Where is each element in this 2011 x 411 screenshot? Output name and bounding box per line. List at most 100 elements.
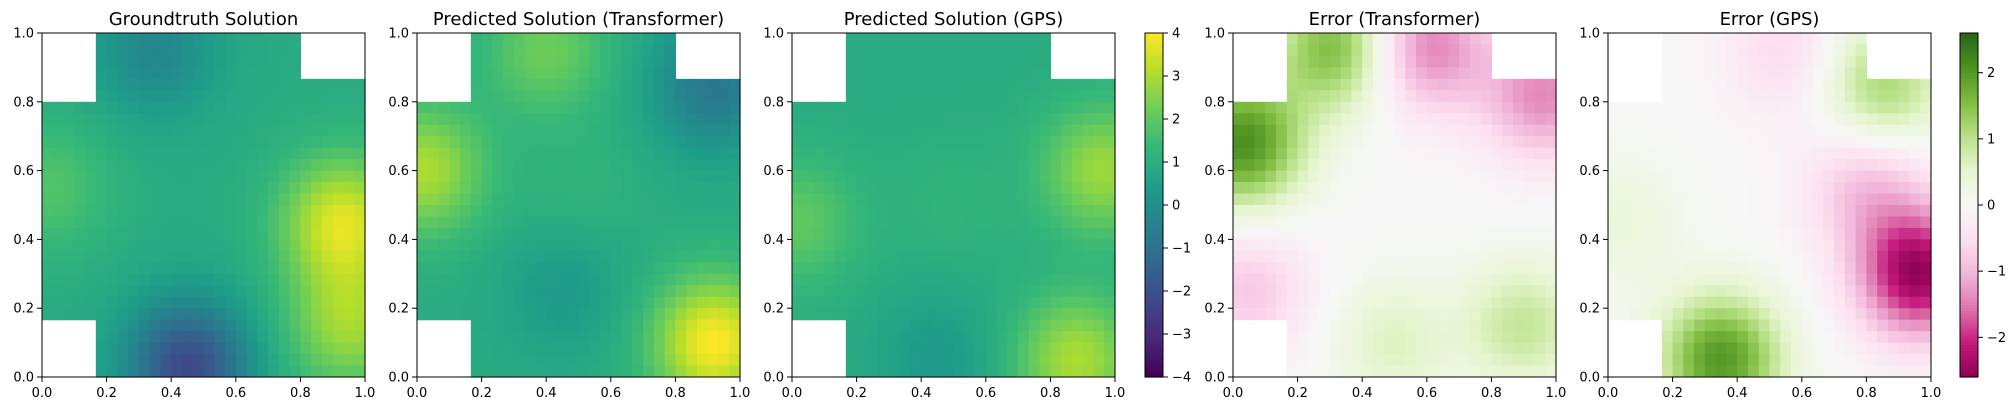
heatmap-cell bbox=[1877, 296, 1889, 309]
heatmap-cell bbox=[1855, 136, 1867, 149]
heatmap-cell bbox=[460, 136, 472, 149]
heatmap-cell bbox=[1737, 308, 1749, 321]
heatmap-cell bbox=[1715, 182, 1728, 195]
heatmap-cell bbox=[1071, 147, 1084, 160]
heatmap-cell bbox=[621, 216, 633, 229]
heatmap-cell bbox=[1329, 159, 1342, 172]
heatmap-cell bbox=[953, 296, 965, 309]
heatmap-cell bbox=[856, 170, 868, 183]
heatmap-cell bbox=[289, 136, 301, 149]
heatmap-cell bbox=[1715, 342, 1728, 355]
heatmap-cell bbox=[964, 216, 976, 229]
heatmap-cell bbox=[696, 124, 709, 137]
heatmap-cell bbox=[42, 124, 54, 137]
heatmap-cell bbox=[1844, 262, 1857, 275]
heatmap-cell bbox=[718, 308, 730, 321]
heatmap-cell bbox=[686, 227, 698, 240]
heatmap-cell bbox=[470, 285, 483, 298]
colorbar-segment bbox=[1960, 127, 1978, 132]
heatmap-cell bbox=[1898, 193, 1911, 206]
heatmap-cell bbox=[1093, 319, 1105, 332]
heatmap-cell bbox=[106, 331, 118, 344]
heatmap-cell bbox=[1050, 147, 1062, 160]
colorbar-segment bbox=[1145, 359, 1163, 364]
heatmap-cell bbox=[1437, 101, 1449, 114]
x-tick-label: 1.0 bbox=[355, 386, 376, 401]
heatmap-cell bbox=[1661, 182, 1674, 195]
heatmap-cell bbox=[1791, 296, 1803, 309]
colorbar-segment bbox=[1145, 47, 1163, 51]
heatmap-cell bbox=[1758, 296, 1771, 309]
heatmap-cell bbox=[524, 239, 537, 252]
heatmap-cell bbox=[1512, 262, 1525, 275]
heatmap-cell bbox=[1061, 78, 1073, 91]
heatmap-cell bbox=[1812, 262, 1824, 275]
heatmap-cell bbox=[203, 308, 215, 321]
heatmap-cell bbox=[1340, 262, 1353, 275]
heatmap-cell bbox=[1791, 78, 1803, 91]
colorbar-segment bbox=[1145, 35, 1163, 40]
heatmap-cell bbox=[1887, 250, 1900, 263]
heatmap-cell bbox=[1437, 124, 1449, 137]
heatmap-cell bbox=[524, 170, 537, 183]
heatmap-cell bbox=[1909, 331, 1921, 344]
heatmap-cell bbox=[556, 227, 569, 240]
heatmap-cell bbox=[1383, 308, 1396, 321]
heatmap-cell bbox=[1920, 296, 1932, 309]
heatmap-cell bbox=[1534, 319, 1546, 332]
heatmap-cell bbox=[792, 205, 804, 218]
heatmap-cell bbox=[546, 273, 558, 286]
heatmap-cell bbox=[1780, 262, 1792, 275]
x-tick-label: 0.0 bbox=[1223, 386, 1244, 401]
heatmap-cell bbox=[417, 273, 429, 286]
heatmap-cell bbox=[1629, 296, 1641, 309]
heatmap-cell bbox=[1534, 205, 1546, 218]
heatmap-cell bbox=[1233, 285, 1245, 298]
heatmap-cell bbox=[1737, 90, 1749, 103]
colorbar-segment bbox=[1145, 167, 1163, 172]
heatmap-cell bbox=[578, 273, 590, 286]
heatmap-cell bbox=[1276, 227, 1288, 240]
heatmap-cell bbox=[696, 273, 709, 286]
heatmap-cell bbox=[427, 170, 440, 183]
heatmap-cell bbox=[1769, 90, 1781, 103]
heatmap-cell bbox=[278, 159, 291, 172]
heatmap-cell bbox=[1672, 342, 1684, 355]
heatmap-cell bbox=[1909, 365, 1921, 378]
colorbar-segment bbox=[1145, 96, 1163, 100]
heatmap-cell bbox=[1844, 136, 1857, 149]
heatmap-cell bbox=[1523, 365, 1536, 378]
heatmap-cell bbox=[332, 250, 345, 263]
heatmap-cell bbox=[95, 67, 108, 80]
colorbar-segment bbox=[1145, 136, 1163, 140]
heatmap-cell bbox=[1855, 354, 1867, 367]
heatmap-cell bbox=[42, 273, 54, 286]
heatmap-cell bbox=[589, 331, 601, 344]
heatmap-cell bbox=[160, 67, 172, 80]
heatmap-cell bbox=[225, 365, 237, 378]
heatmap-cell bbox=[953, 354, 965, 367]
colorbar-segment bbox=[1960, 236, 1978, 240]
heatmap-cell bbox=[1018, 296, 1030, 309]
heatmap-cell bbox=[1082, 216, 1095, 229]
heatmap-cell bbox=[1394, 101, 1406, 114]
heatmap-cell bbox=[354, 182, 366, 195]
heatmap-cell bbox=[1704, 159, 1717, 172]
heatmap-cell bbox=[867, 285, 879, 298]
heatmap-cell bbox=[867, 136, 879, 149]
heatmap-cell bbox=[1426, 159, 1439, 172]
heatmap-cell bbox=[492, 365, 504, 378]
heatmap-cell bbox=[1459, 285, 1471, 298]
heatmap-cell bbox=[643, 331, 655, 344]
heatmap-cell bbox=[1747, 44, 1760, 57]
heatmap-cell bbox=[1704, 90, 1717, 103]
heatmap-cell bbox=[1308, 67, 1320, 80]
heatmap-cell bbox=[1726, 90, 1738, 103]
heatmap-cell bbox=[149, 205, 162, 218]
heatmap-cell bbox=[503, 147, 515, 160]
colorbar-segment bbox=[1145, 233, 1163, 238]
heatmap-cell bbox=[1362, 78, 1374, 91]
heatmap-cell bbox=[1082, 113, 1095, 126]
heatmap-cell bbox=[813, 216, 825, 229]
heatmap-cell bbox=[513, 216, 526, 229]
